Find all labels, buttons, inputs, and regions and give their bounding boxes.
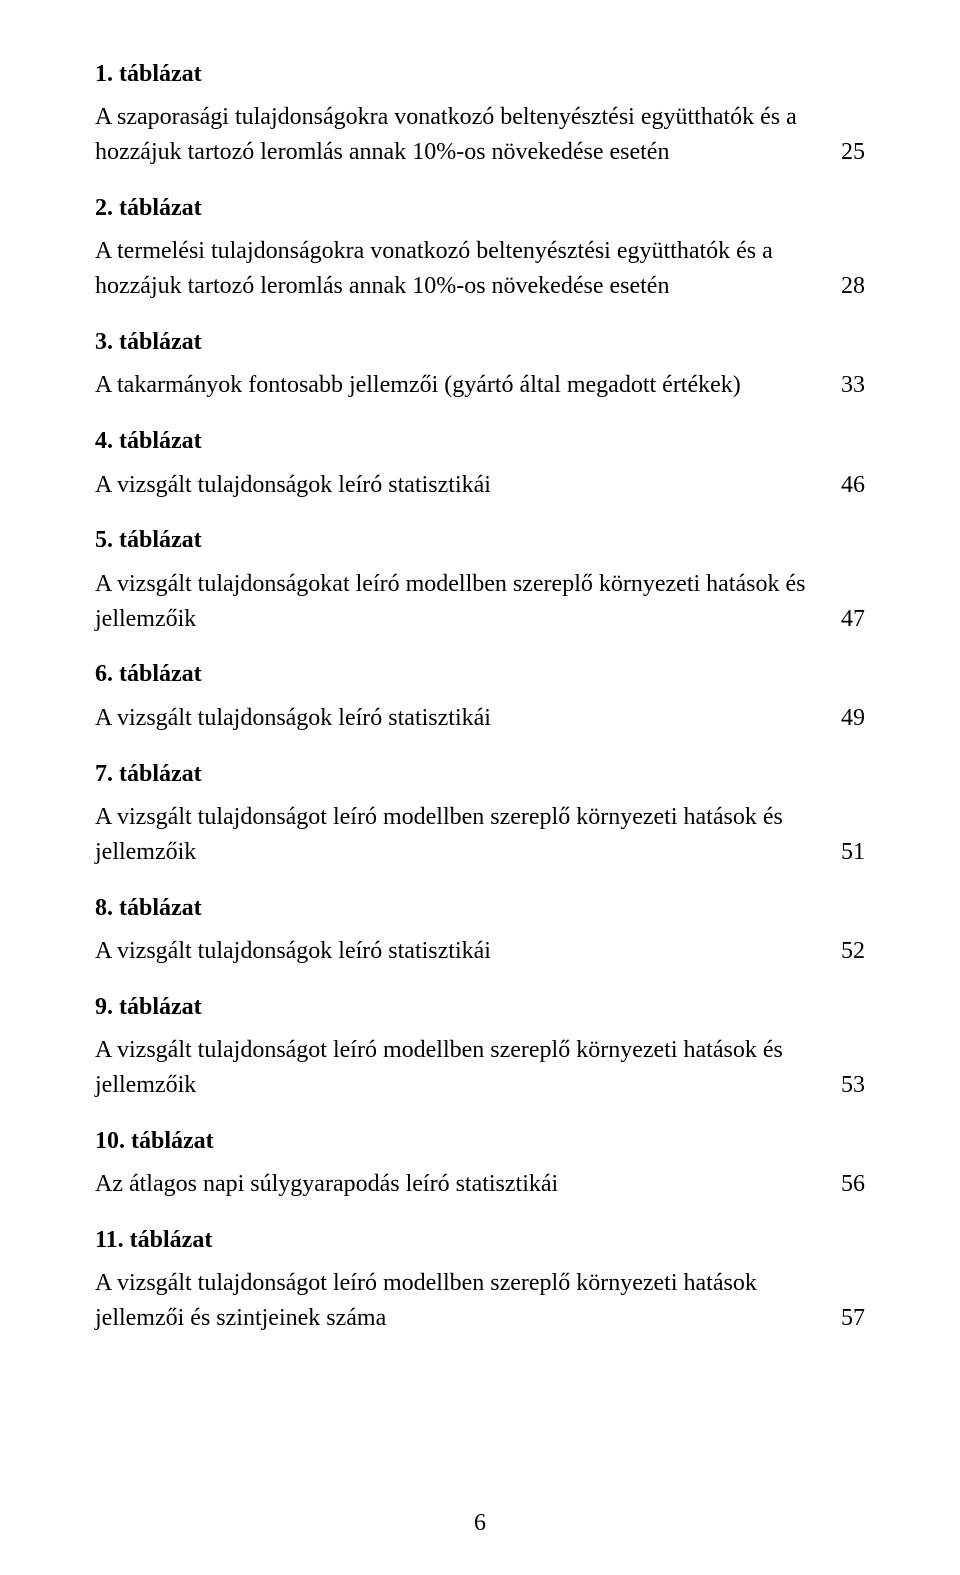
entry-description: A termelési tulajdonságokra vonatkozó be… <box>95 234 865 304</box>
entry-page-number: 51 <box>829 835 865 870</box>
entry-description: A vizsgált tulajdonságot leíró modellben… <box>95 1266 865 1336</box>
toc-entry: 10. táblázat Az átlagos napi súlygyarapo… <box>95 1125 865 1202</box>
page-number: 6 <box>0 1510 960 1537</box>
entry-description: A vizsgált tulajdonságot leíró modellben… <box>95 1033 865 1103</box>
entry-heading: 9. táblázat <box>95 991 865 1023</box>
entry-heading: 2. táblázat <box>95 192 865 224</box>
entry-heading: 10. táblázat <box>95 1125 865 1157</box>
entry-heading: 11. táblázat <box>95 1224 865 1256</box>
entry-heading: 4. táblázat <box>95 425 865 457</box>
entry-page-number: 52 <box>829 934 865 969</box>
toc-entry: 8. táblázat A vizsgált tulajdonságok leí… <box>95 892 865 969</box>
toc-entry: 4. táblázat A vizsgált tulajdonságok leí… <box>95 425 865 502</box>
toc-entry: 3. táblázat A takarmányok fontosabb jell… <box>95 326 865 403</box>
entry-text-last: jellemzőik <box>95 835 829 870</box>
entry-page-number: 28 <box>829 269 865 304</box>
entry-heading: 3. táblázat <box>95 326 865 358</box>
toc-entry: 7. táblázat A vizsgált tulajdonságot leí… <box>95 758 865 870</box>
toc-entry: 1. táblázat A szaporasági tulajdonságokr… <box>95 58 865 170</box>
entry-page-number: 33 <box>829 368 865 403</box>
entry-text-line: A szaporasági tulajdonságokra vonatkozó … <box>95 100 865 135</box>
entry-description: A vizsgált tulajdonságot leíró modellben… <box>95 800 865 870</box>
toc-entry: 2. táblázat A termelési tulajdonságokra … <box>95 192 865 304</box>
entry-text-line: A termelési tulajdonságokra vonatkozó be… <box>95 234 865 269</box>
entry-page-number: 57 <box>829 1301 865 1336</box>
entry-text-last: A takarmányok fontosabb jellemzői (gyárt… <box>95 368 829 403</box>
entry-page-number: 46 <box>829 468 865 503</box>
entry-text-line: A vizsgált tulajdonságot leíró modellben… <box>95 1033 865 1068</box>
entry-page-number: 53 <box>829 1068 865 1103</box>
entry-text-last: A vizsgált tulajdonságok leíró statiszti… <box>95 934 829 969</box>
toc-entry: 11. táblázat A vizsgált tulajdonságot le… <box>95 1224 865 1336</box>
entry-page-number: 47 <box>829 602 865 637</box>
entry-page-number: 56 <box>829 1167 865 1202</box>
entry-heading: 1. táblázat <box>95 58 865 90</box>
entry-text-line: A vizsgált tulajdonságot leíró modellben… <box>95 800 865 835</box>
entry-text-line: A vizsgált tulajdonságokat leíró modellb… <box>95 567 865 602</box>
entry-description: A vizsgált tulajdonságok leíró statiszti… <box>95 701 865 736</box>
entry-text-last: hozzájuk tartozó leromlás annak 10%-os n… <box>95 135 829 170</box>
entry-text-line: A vizsgált tulajdonságot leíró modellben… <box>95 1266 865 1301</box>
entry-text-last: A vizsgált tulajdonságok leíró statiszti… <box>95 701 829 736</box>
entry-text-last: jellemzőik <box>95 1068 829 1103</box>
toc-entry: 9. táblázat A vizsgált tulajdonságot leí… <box>95 991 865 1103</box>
entry-description: A vizsgált tulajdonságok leíró statiszti… <box>95 934 865 969</box>
entry-heading: 8. táblázat <box>95 892 865 924</box>
entry-page-number: 49 <box>829 701 865 736</box>
toc-entry: 6. táblázat A vizsgált tulajdonságok leí… <box>95 658 865 735</box>
entry-description: A vizsgált tulajdonságokat leíró modellb… <box>95 567 865 637</box>
entry-text-last: hozzájuk tartozó leromlás annak 10%-os n… <box>95 269 829 304</box>
entry-heading: 6. táblázat <box>95 658 865 690</box>
entry-text-last: jellemzőik <box>95 602 829 637</box>
entry-description: Az átlagos napi súlygyarapodás leíró sta… <box>95 1167 865 1202</box>
entry-text-last: A vizsgált tulajdonságok leíró statiszti… <box>95 468 829 503</box>
entry-page-number: 25 <box>829 135 865 170</box>
entry-heading: 7. táblázat <box>95 758 865 790</box>
entry-description: A vizsgált tulajdonságok leíró statiszti… <box>95 468 865 503</box>
entry-text-last: jellemzői és szintjeinek száma <box>95 1301 829 1336</box>
entry-heading: 5. táblázat <box>95 524 865 556</box>
entry-text-last: Az átlagos napi súlygyarapodás leíró sta… <box>95 1167 829 1202</box>
entry-description: A szaporasági tulajdonságokra vonatkozó … <box>95 100 865 170</box>
entry-description: A takarmányok fontosabb jellemzői (gyárt… <box>95 368 865 403</box>
toc-entry: 5. táblázat A vizsgált tulajdonságokat l… <box>95 524 865 636</box>
document-page: 1. táblázat A szaporasági tulajdonságokr… <box>0 0 960 1575</box>
